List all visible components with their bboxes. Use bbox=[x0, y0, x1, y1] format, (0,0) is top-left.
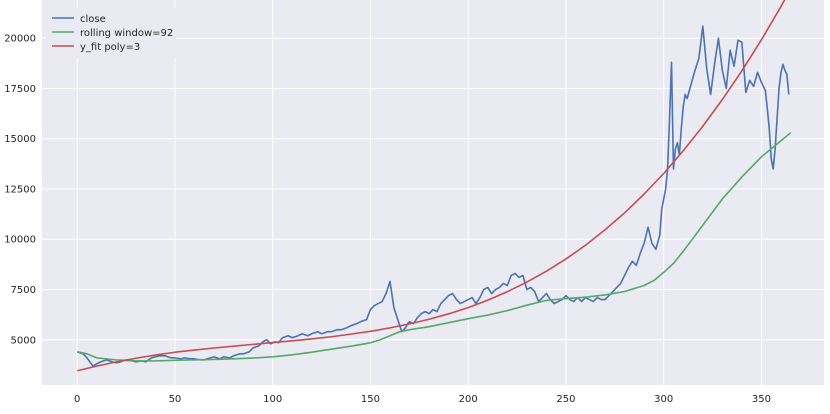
y-tick-label: 7500 bbox=[11, 285, 36, 296]
x-tick-label: 300 bbox=[654, 394, 673, 405]
series-yfit-line bbox=[77, 0, 786, 372]
y-tick-label: 20000 bbox=[4, 34, 36, 45]
y-tick-label: 5000 bbox=[11, 335, 36, 346]
legend-label-rolling: rolling window=92 bbox=[80, 28, 173, 39]
y-tick-label: 12500 bbox=[4, 184, 36, 195]
x-tick-label: 350 bbox=[752, 394, 771, 405]
grid bbox=[42, 0, 824, 385]
plot-background bbox=[42, 0, 824, 385]
legend-label-yfit: y_fit poly=3 bbox=[80, 42, 140, 53]
legend-label-close: close bbox=[80, 14, 106, 25]
series-close-line bbox=[76, 25, 790, 367]
y-tick-label: 15000 bbox=[4, 134, 36, 145]
y-tick-label: 17500 bbox=[4, 84, 36, 95]
x-tick-label: 100 bbox=[263, 394, 282, 405]
x-tick-label: 50 bbox=[169, 394, 182, 405]
x-tick-label: 0 bbox=[74, 394, 80, 405]
legend: close rolling window=92 y_fit poly=3 bbox=[46, 8, 176, 58]
x-tick-label: 250 bbox=[556, 394, 575, 405]
x-tick-label: 200 bbox=[459, 394, 478, 405]
series-rolling-line bbox=[77, 132, 792, 362]
series bbox=[76, 0, 792, 372]
x-tick-label: 150 bbox=[361, 394, 380, 405]
tick-labels: 0 50 100 150 200 250 300 350 5000 7500 10000 12500 1… bbox=[4, 34, 771, 405]
legend-box bbox=[46, 8, 176, 58]
y-tick-label: 10000 bbox=[4, 235, 36, 246]
